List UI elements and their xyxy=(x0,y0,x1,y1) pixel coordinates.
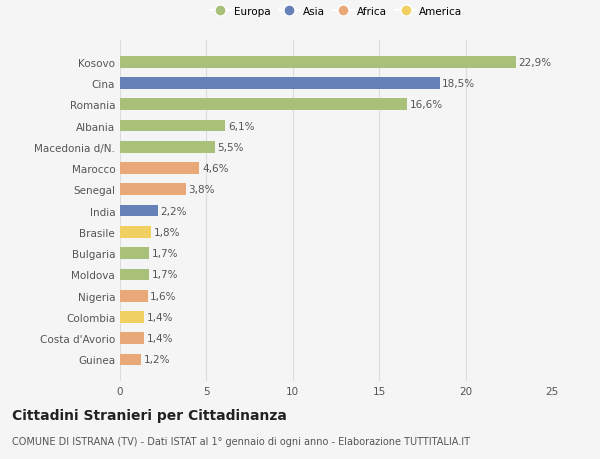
Text: 4,6%: 4,6% xyxy=(202,164,229,174)
Text: 1,6%: 1,6% xyxy=(150,291,177,301)
Text: 2,2%: 2,2% xyxy=(161,206,187,216)
Bar xyxy=(120,78,440,90)
Bar xyxy=(120,163,199,174)
Text: 18,5%: 18,5% xyxy=(442,79,475,89)
Text: 1,7%: 1,7% xyxy=(152,270,178,280)
Text: 22,9%: 22,9% xyxy=(518,57,551,67)
Bar xyxy=(120,142,215,153)
Bar xyxy=(120,205,158,217)
Bar xyxy=(120,354,141,365)
Bar xyxy=(120,333,144,344)
Bar xyxy=(120,120,226,132)
Legend: Europa, Asia, Africa, America: Europa, Asia, Africa, America xyxy=(206,2,466,21)
Text: 1,4%: 1,4% xyxy=(147,334,173,343)
Bar xyxy=(120,57,516,68)
Text: 1,8%: 1,8% xyxy=(154,227,180,237)
Bar xyxy=(120,290,148,302)
Bar xyxy=(120,184,185,196)
Bar xyxy=(120,248,149,259)
Text: 1,4%: 1,4% xyxy=(147,312,173,322)
Text: 16,6%: 16,6% xyxy=(409,100,443,110)
Text: 3,8%: 3,8% xyxy=(188,185,215,195)
Text: Cittadini Stranieri per Cittadinanza: Cittadini Stranieri per Cittadinanza xyxy=(12,409,287,422)
Text: 1,7%: 1,7% xyxy=(152,249,178,258)
Text: 5,5%: 5,5% xyxy=(218,142,244,152)
Bar xyxy=(120,99,407,111)
Bar xyxy=(120,269,149,280)
Text: 1,2%: 1,2% xyxy=(143,355,170,365)
Bar xyxy=(120,311,144,323)
Text: 6,1%: 6,1% xyxy=(228,121,254,131)
Bar xyxy=(120,227,151,238)
Text: COMUNE DI ISTRANA (TV) - Dati ISTAT al 1° gennaio di ogni anno - Elaborazione TU: COMUNE DI ISTRANA (TV) - Dati ISTAT al 1… xyxy=(12,436,470,446)
